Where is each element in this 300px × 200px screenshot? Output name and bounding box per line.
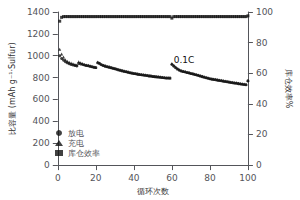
svg-text:60: 60	[256, 68, 268, 78]
svg-text:400: 400	[33, 116, 50, 126]
svg-text:80: 80	[256, 38, 268, 48]
svg-text:100: 100	[256, 7, 273, 17]
svg-text:库仓效率: 库仓效率	[68, 149, 100, 158]
svg-text:比容量 (mAh g⁻¹·Sulfur): 比容量 (mAh g⁻¹·Sulfur)	[8, 42, 17, 134]
svg-text:40: 40	[128, 173, 140, 183]
svg-text:20: 20	[90, 173, 102, 183]
svg-text:800: 800	[33, 73, 50, 83]
svg-text:循环次数: 循环次数	[137, 187, 169, 196]
svg-text:20: 20	[256, 129, 268, 139]
svg-text:100: 100	[239, 173, 256, 183]
svg-text:60: 60	[166, 173, 178, 183]
svg-text:1000: 1000	[27, 51, 50, 61]
svg-text:放电: 放电	[68, 129, 84, 138]
svg-text:40: 40	[256, 99, 268, 109]
svg-text:80: 80	[204, 173, 216, 183]
svg-text:1200: 1200	[27, 29, 50, 39]
svg-text:200: 200	[33, 138, 50, 148]
svg-text:0: 0	[55, 173, 61, 183]
svg-text:0.1C: 0.1C	[174, 55, 195, 65]
svg-text:1400: 1400	[27, 7, 50, 17]
svg-text:库仓效率%: 库仓效率%	[284, 69, 293, 109]
svg-text:充电: 充电	[68, 139, 84, 148]
svg-text:600: 600	[33, 94, 50, 104]
svg-text:0: 0	[256, 160, 262, 170]
svg-text:0: 0	[44, 160, 50, 170]
